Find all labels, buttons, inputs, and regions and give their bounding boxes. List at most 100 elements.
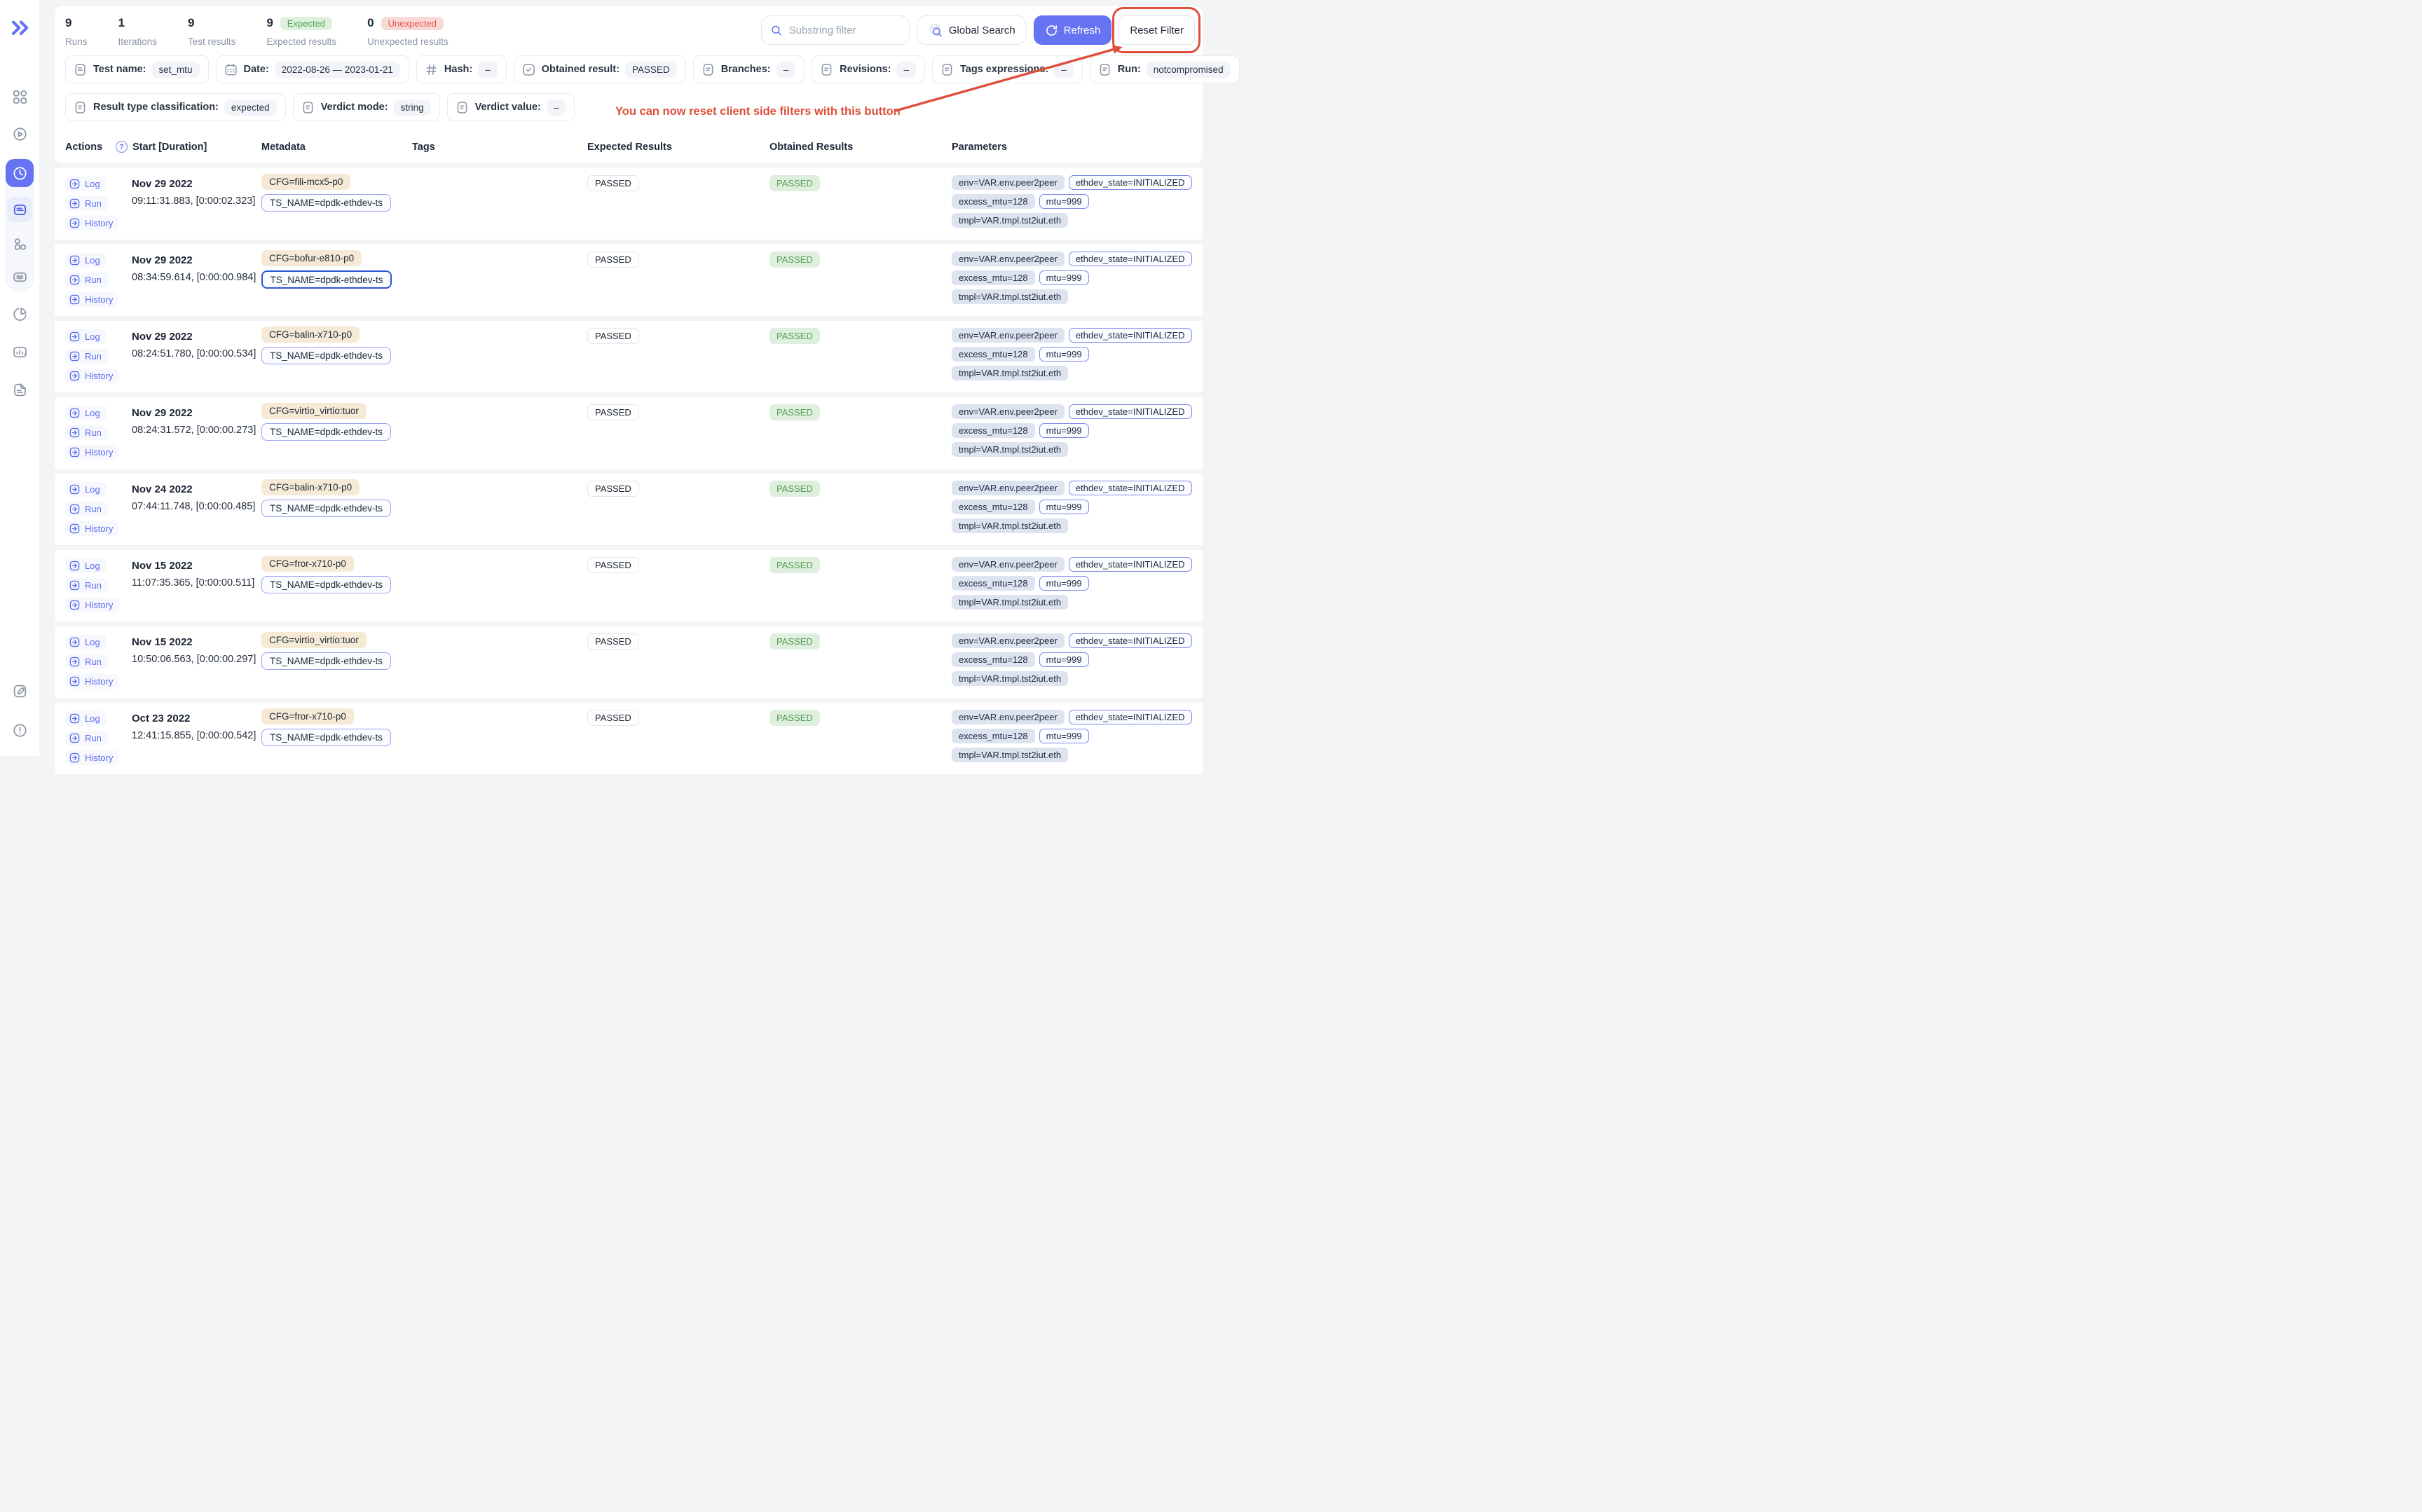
filter-chip-branches[interactable]: Branches: – — [692, 55, 805, 83]
parameter-badge[interactable]: excess_mtu=128 — [952, 729, 1035, 743]
run-action-button[interactable]: Run — [65, 273, 108, 287]
parameter-badge[interactable]: ethdev_state=INITIALIZED — [1068, 328, 1192, 343]
sidebar-item-measurements[interactable] — [6, 263, 34, 291]
sidebar-item-pie-stats[interactable] — [6, 300, 34, 328]
filter-chip-test-name[interactable]: Test name: set_mtu — [65, 55, 209, 83]
filter-chip-date[interactable]: Date: 2022-08-26 — 2023-01-21 — [215, 55, 409, 83]
filter-chip-result-type-classification[interactable]: Result type classification: expected — [65, 93, 286, 121]
substring-filter-box[interactable] — [760, 15, 910, 45]
metadata-tsname-badge[interactable]: TS_NAME=dpdk-ethdev-ts — [261, 576, 391, 593]
parameter-badge[interactable]: excess_mtu=128 — [952, 194, 1035, 209]
filter-chip-obtained-result[interactable]: Obtained result: PASSED — [513, 55, 686, 83]
parameter-badge[interactable]: env=VAR.env.peer2peer — [952, 633, 1065, 648]
sidebar-item-edit[interactable] — [6, 677, 34, 705]
metadata-cfg-badge[interactable]: CFG=fili-mcx5-p0 — [261, 174, 351, 190]
parameter-badge[interactable]: tmpl=VAR.tmpl.tst2iut.eth — [952, 595, 1069, 610]
global-search-button[interactable]: Global Search — [916, 15, 1027, 45]
parameter-badge[interactable]: env=VAR.env.peer2peer — [952, 557, 1065, 572]
parameter-badge[interactable]: env=VAR.env.peer2peer — [952, 404, 1065, 419]
log-action-button[interactable]: Log — [65, 482, 107, 497]
log-action-button[interactable]: Log — [65, 635, 107, 650]
parameter-badge[interactable]: ethdev_state=INITIALIZED — [1068, 252, 1192, 266]
run-action-button[interactable]: Run — [65, 578, 108, 593]
metadata-tsname-badge[interactable]: TS_NAME=dpdk-ethdev-ts — [261, 500, 391, 517]
parameter-badge[interactable]: tmpl=VAR.tmpl.tst2iut.eth — [952, 518, 1069, 533]
parameter-badge[interactable]: tmpl=VAR.tmpl.tst2iut.eth — [952, 213, 1069, 228]
run-action-button[interactable]: Run — [65, 425, 108, 440]
metadata-tsname-badge[interactable]: TS_NAME=dpdk-ethdev-ts — [261, 729, 391, 746]
run-action-button[interactable]: Run — [65, 349, 108, 364]
log-action-button[interactable]: Log — [65, 558, 107, 573]
history-action-button[interactable]: History — [65, 292, 120, 307]
question-circle-icon[interactable]: ? — [116, 141, 128, 153]
filter-chip-revisions[interactable]: Revisions: – — [812, 55, 925, 83]
parameter-badge[interactable]: ethdev_state=INITIALIZED — [1068, 633, 1192, 648]
filter-chip-tags-expressions[interactable]: Tags expressions: – — [931, 55, 1083, 83]
sidebar-item-log[interactable] — [7, 197, 32, 222]
parameter-badge[interactable]: tmpl=VAR.tmpl.tst2iut.eth — [952, 442, 1069, 457]
history-action-button[interactable]: History — [65, 750, 120, 765]
parameter-badge[interactable]: env=VAR.env.peer2peer — [952, 328, 1065, 343]
parameter-badge[interactable]: tmpl=VAR.tmpl.tst2iut.eth — [952, 671, 1069, 686]
metadata-cfg-badge[interactable]: CFG=bofur-e810-p0 — [261, 250, 362, 266]
metadata-tsname-badge[interactable]: TS_NAME=dpdk-ethdev-ts — [261, 270, 392, 289]
parameter-badge[interactable]: excess_mtu=128 — [952, 270, 1035, 285]
parameter-badge[interactable]: excess_mtu=128 — [952, 500, 1035, 514]
metadata-cfg-badge[interactable]: CFG=virtio_virtio:tuor — [261, 632, 367, 648]
parameter-badge[interactable]: env=VAR.env.peer2peer — [952, 481, 1065, 495]
history-action-button[interactable]: History — [65, 598, 120, 612]
sidebar-item-runs[interactable] — [6, 120, 34, 148]
log-action-button[interactable]: Log — [65, 711, 107, 726]
metadata-tsname-badge[interactable]: TS_NAME=dpdk-ethdev-ts — [261, 652, 391, 670]
substring-filter-input[interactable] — [788, 24, 901, 36]
sidebar-item-history[interactable] — [6, 159, 34, 187]
run-action-button[interactable]: Run — [65, 731, 108, 745]
sidebar-item-info[interactable] — [6, 716, 34, 744]
parameter-badge[interactable]: ethdev_state=INITIALIZED — [1068, 710, 1192, 724]
parameter-badge[interactable]: ethdev_state=INITIALIZED — [1068, 557, 1192, 572]
history-action-button[interactable]: History — [65, 369, 120, 383]
log-action-button[interactable]: Log — [65, 329, 107, 344]
parameter-badge[interactable]: env=VAR.env.peer2peer — [952, 710, 1065, 724]
metadata-cfg-badge[interactable]: CFG=fror-x710-p0 — [261, 708, 354, 724]
parameter-badge[interactable]: excess_mtu=128 — [952, 652, 1035, 667]
log-action-button[interactable]: Log — [65, 177, 107, 191]
parameter-badge[interactable]: excess_mtu=128 — [952, 347, 1035, 362]
metadata-cfg-badge[interactable]: CFG=balin-x710-p0 — [261, 479, 360, 495]
history-action-button[interactable]: History — [65, 674, 120, 689]
parameter-badge[interactable]: ethdev_state=INITIALIZED — [1068, 175, 1192, 190]
history-action-button[interactable]: History — [65, 445, 120, 460]
parameter-badge[interactable]: env=VAR.env.peer2peer — [952, 175, 1065, 190]
filter-chip-hash[interactable]: Hash: – — [416, 55, 507, 83]
parameter-badge[interactable]: tmpl=VAR.tmpl.tst2iut.eth — [952, 748, 1069, 762]
metadata-cfg-badge[interactable]: CFG=virtio_virtio:tuor — [261, 403, 367, 419]
sidebar-item-charts[interactable] — [6, 338, 34, 366]
sidebar-item-dashboard[interactable] — [6, 83, 34, 111]
sidebar-item-report[interactable] — [6, 376, 34, 404]
metadata-cfg-badge[interactable]: CFG=balin-x710-p0 — [261, 327, 360, 343]
sidebar-item-results[interactable] — [6, 230, 34, 258]
parameter-badge[interactable]: ethdev_state=INITIALIZED — [1068, 481, 1192, 495]
parameter-badge[interactable]: mtu=999 — [1039, 729, 1089, 743]
parameter-badge[interactable]: mtu=999 — [1039, 347, 1089, 362]
parameter-badge[interactable]: ethdev_state=INITIALIZED — [1068, 404, 1192, 419]
filter-chip-verdict-value[interactable]: Verdict value: – — [446, 93, 575, 121]
parameter-badge[interactable]: mtu=999 — [1039, 423, 1089, 438]
metadata-tsname-badge[interactable]: TS_NAME=dpdk-ethdev-ts — [261, 194, 391, 212]
history-action-button[interactable]: History — [65, 521, 120, 536]
parameter-badge[interactable]: mtu=999 — [1039, 194, 1089, 209]
metadata-tsname-badge[interactable]: TS_NAME=dpdk-ethdev-ts — [261, 423, 391, 441]
log-action-button[interactable]: Log — [65, 253, 107, 268]
run-action-button[interactable]: Run — [65, 196, 108, 211]
parameter-badge[interactable]: excess_mtu=128 — [952, 423, 1035, 438]
log-action-button[interactable]: Log — [65, 406, 107, 420]
metadata-tsname-badge[interactable]: TS_NAME=dpdk-ethdev-ts — [261, 347, 391, 364]
filter-chip-run[interactable]: Run: notcompromised — [1089, 55, 1240, 83]
parameter-badge[interactable]: tmpl=VAR.tmpl.tst2iut.eth — [952, 289, 1069, 304]
parameter-badge[interactable]: excess_mtu=128 — [952, 576, 1035, 591]
double-chevron-right-logo[interactable] — [10, 18, 31, 41]
parameter-badge[interactable]: mtu=999 — [1039, 652, 1089, 667]
reset-filter-button[interactable]: Reset Filter — [1118, 15, 1195, 45]
metadata-cfg-badge[interactable]: CFG=fror-x710-p0 — [261, 556, 354, 572]
run-action-button[interactable]: Run — [65, 502, 108, 516]
